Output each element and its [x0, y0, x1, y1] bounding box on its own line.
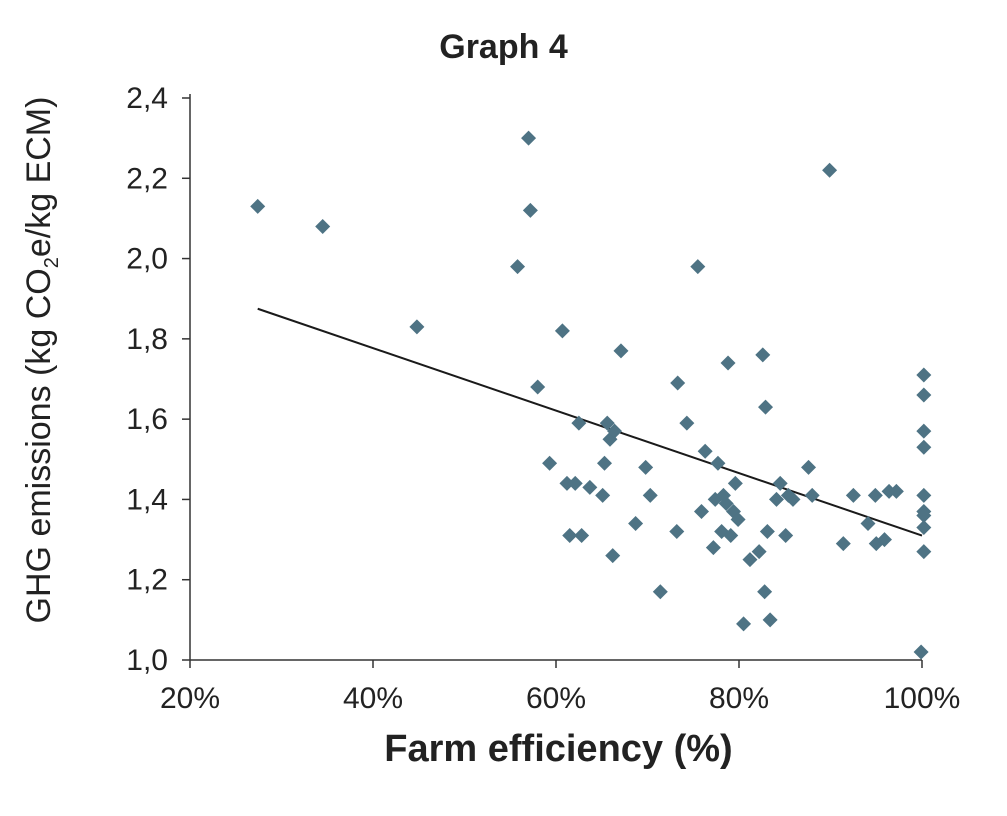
data-point — [642, 487, 658, 503]
data-point — [736, 616, 752, 632]
data-point — [669, 524, 685, 540]
y-tick-label: 1,0 — [126, 644, 168, 677]
data-point — [562, 528, 578, 544]
data-point — [522, 202, 538, 218]
trendline-group — [257, 307, 923, 537]
data-point — [845, 487, 861, 503]
x-tick-label: 60% — [526, 682, 586, 715]
data-point — [559, 475, 575, 491]
data-point — [835, 536, 851, 552]
data-point — [916, 367, 932, 383]
data-point — [867, 487, 883, 503]
data-point — [697, 443, 713, 459]
data-point — [758, 399, 774, 415]
data-point — [652, 584, 668, 600]
data-point — [510, 259, 526, 275]
chart-title: Graph 4 — [439, 28, 568, 66]
y-tick-label: 1,2 — [126, 564, 168, 597]
data-point — [670, 375, 686, 391]
data-point — [751, 544, 767, 560]
data-point — [554, 323, 570, 339]
x-tick-label: 80% — [709, 682, 769, 715]
data-point — [605, 548, 621, 564]
data-point — [785, 491, 801, 507]
data-point — [822, 162, 838, 178]
data-point — [613, 343, 629, 359]
data-point — [599, 415, 615, 431]
data-point — [718, 495, 734, 511]
x-tick-label: 100% — [884, 682, 961, 715]
data-point — [542, 455, 558, 471]
axes: 1,0 1,2 1,4 1,6 1,8 2,0 2,2 2,4 20% 40% 60% 80% 100% — [126, 82, 960, 715]
data-point — [888, 483, 904, 499]
data-point — [916, 387, 932, 403]
y-tick-label: 2,0 — [126, 243, 168, 276]
data-point — [567, 475, 583, 491]
data-point — [679, 415, 695, 431]
data-point — [595, 487, 611, 503]
data-point — [521, 130, 537, 146]
data-point — [315, 218, 331, 234]
data-point — [409, 319, 425, 335]
y-tick-label: 1,8 — [126, 323, 168, 356]
y-tick-label: 1,4 — [126, 483, 168, 516]
data-point — [571, 415, 587, 431]
data-point — [628, 516, 644, 532]
data-point — [582, 479, 598, 495]
x-tick-label: 40% — [343, 682, 403, 715]
x-tick-label: 20% — [160, 682, 220, 715]
y-tick-label: 2,4 — [126, 82, 168, 115]
data-point — [769, 491, 785, 507]
data-point — [596, 455, 612, 471]
data-point — [804, 487, 820, 503]
data-point — [876, 532, 892, 548]
data-point — [916, 507, 932, 523]
data-point — [801, 459, 817, 475]
data-point — [693, 503, 709, 519]
data-point — [916, 423, 932, 439]
trendline — [257, 307, 923, 537]
data-point — [757, 584, 773, 600]
data-point — [720, 355, 736, 371]
x-axis-title: Farm efficiency (%) — [384, 728, 733, 770]
data-point — [574, 528, 590, 544]
data-point — [860, 516, 876, 532]
data-point — [755, 347, 771, 363]
data-point — [530, 379, 546, 395]
y-tick-label: 2,2 — [126, 162, 168, 195]
data-point — [762, 612, 778, 628]
data-point — [723, 528, 739, 544]
y-tick-label: 1,6 — [126, 403, 168, 436]
data-point — [727, 475, 743, 491]
data-point — [916, 520, 932, 536]
data-point — [607, 423, 623, 439]
data-point — [730, 512, 746, 527]
data-point — [913, 644, 929, 660]
data-point — [250, 198, 266, 214]
data-point — [742, 552, 758, 568]
data-point — [772, 475, 788, 491]
data-point — [916, 487, 932, 503]
data-point — [710, 455, 726, 471]
data-point — [705, 540, 721, 556]
data-point — [690, 259, 706, 275]
data-point — [638, 459, 654, 475]
data-point — [759, 524, 775, 540]
data-point — [916, 544, 932, 560]
data-point — [916, 439, 932, 455]
data-point — [778, 528, 794, 544]
data-points — [250, 130, 932, 660]
